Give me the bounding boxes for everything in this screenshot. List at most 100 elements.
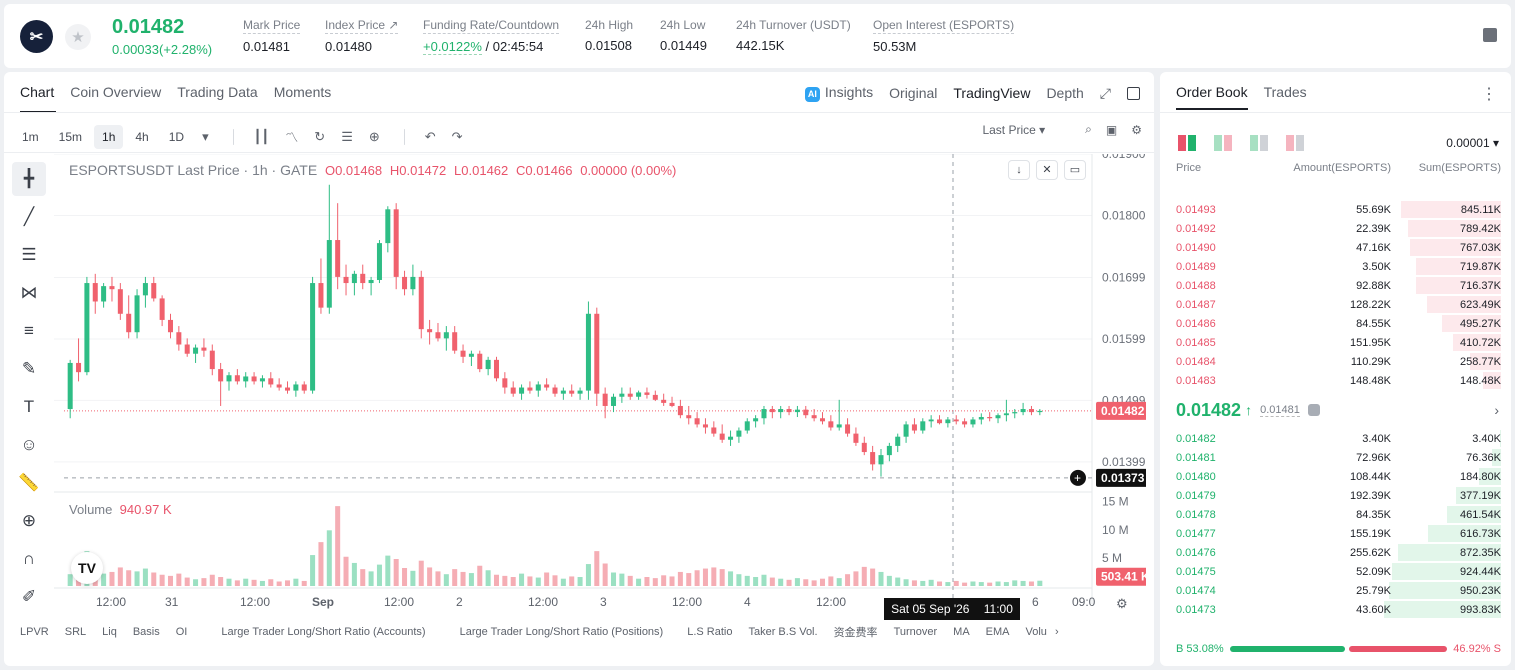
- crosshair-icon[interactable]: ╋: [12, 162, 46, 196]
- depth-bar: [1500, 430, 1501, 447]
- fullscreen-icon[interactable]: [1127, 86, 1140, 100]
- bid-row[interactable]: 0.01477 155.19K 616.73K: [1160, 524, 1511, 543]
- replay-icon[interactable]: ↻: [314, 128, 326, 144]
- text-tool-icon[interactable]: T: [23, 397, 35, 416]
- redo-icon[interactable]: ↷: [451, 128, 463, 144]
- book-icon[interactable]: [1483, 28, 1497, 42]
- chevron-right-icon[interactable]: ›: [1494, 402, 1499, 418]
- ask-sum: 258.77K: [1460, 356, 1501, 368]
- tick-size-select[interactable]: 0.00001 ▾: [1446, 136, 1499, 150]
- magnet-icon[interactable]: ∩: [22, 549, 36, 568]
- indicator-ltlsr-positions[interactable]: Large Trader Long/Short Ratio (Positions…: [459, 626, 664, 638]
- mid-mark-price[interactable]: 0.01481: [1260, 403, 1300, 417]
- interval-1h[interactable]: 1h: [94, 124, 124, 149]
- zoom-in-icon[interactable]: ⊕: [21, 511, 37, 530]
- tab-original[interactable]: Original: [889, 85, 938, 101]
- insights-button[interactable]: AI Insights: [804, 84, 873, 102]
- view-asks-icon[interactable]: [1286, 135, 1304, 151]
- candle-type-icon[interactable]: ┃┃: [253, 128, 270, 144]
- indicator-ls-ratio[interactable]: L.S Ratio: [687, 626, 733, 638]
- ask-row[interactable]: 0.01488 92.88K 716.37K: [1160, 276, 1511, 295]
- templates-icon[interactable]: ☰: [341, 128, 353, 144]
- fib-icon[interactable]: ≡: [24, 321, 34, 340]
- ask-row[interactable]: 0.01486 84.55K 495.27K: [1160, 314, 1511, 333]
- tab-moments[interactable]: Moments: [273, 84, 332, 100]
- indicator-oi[interactable]: OI: [175, 626, 188, 638]
- ask-row[interactable]: 0.01484 110.29K 258.77K: [1160, 352, 1511, 371]
- search-icon[interactable]: ⌕: [1085, 122, 1092, 136]
- indicator-srl[interactable]: SRL: [64, 626, 87, 638]
- indicator-lpvr[interactable]: LPVR: [20, 626, 49, 638]
- view-both-icon[interactable]: [1178, 135, 1196, 151]
- interval-1m[interactable]: 1m: [22, 129, 39, 144]
- bid-row[interactable]: 0.01482 3.40K 3.40K: [1160, 429, 1511, 448]
- indicator-basis[interactable]: Basis: [132, 626, 160, 638]
- horizontal-lines-icon[interactable]: ☰: [21, 245, 37, 264]
- emoji-icon[interactable]: ☺: [20, 435, 38, 454]
- tradingview-logo[interactable]: TV: [71, 552, 103, 584]
- tab-tradingview[interactable]: TradingView: [953, 85, 1031, 101]
- trendline-icon[interactable]: ╱: [23, 207, 35, 226]
- ruler-icon[interactable]: 📏: [18, 473, 40, 492]
- bid-row[interactable]: 0.01479 192.39K 377.19K: [1160, 486, 1511, 505]
- brush-icon[interactable]: ✎: [21, 359, 37, 378]
- view-mixed-icon[interactable]: [1214, 135, 1232, 151]
- tab-trading-data[interactable]: Trading Data: [177, 84, 258, 100]
- interval-15m[interactable]: 15m: [58, 129, 83, 144]
- ask-row[interactable]: 0.01483 148.48K 148.48K: [1160, 371, 1511, 390]
- bid-row[interactable]: 0.01478 84.35K 461.54K: [1160, 505, 1511, 524]
- ask-row[interactable]: 0.01485 151.95K 410.72K: [1160, 333, 1511, 352]
- candlestick-chart[interactable]: 0.019000.018000.016990.015990.014990.013…: [54, 154, 1146, 624]
- expand-icon[interactable]: ⤢: [1099, 84, 1111, 101]
- indicator-volume[interactable]: Volu: [1025, 626, 1047, 638]
- indicators-icon[interactable]: 〽: [285, 130, 299, 145]
- bid-row[interactable]: 0.01476 255.62K 872.35K: [1160, 543, 1511, 562]
- view-bids-icon[interactable]: [1250, 135, 1268, 151]
- indicator-taker-bs-vol[interactable]: Taker B.S Vol.: [748, 626, 818, 638]
- maximize-pane-icon[interactable]: ▭: [1064, 160, 1086, 180]
- ask-row[interactable]: 0.01487 128.22K 623.49K: [1160, 295, 1511, 314]
- volume-bar: [126, 570, 132, 586]
- indicator-funding-rate[interactable]: 资金费率: [833, 627, 878, 639]
- add-alert-icon[interactable]: ⊕: [368, 128, 380, 144]
- price-type-select[interactable]: Last Price ▾: [982, 122, 1046, 137]
- collapse-down-icon[interactable]: ↓: [1008, 160, 1030, 180]
- indicator-turnover[interactable]: Turnover: [893, 626, 938, 638]
- ask-row[interactable]: 0.01490 47.16K 767.03K: [1160, 238, 1511, 257]
- scroll-right-icon[interactable]: ›: [1054, 626, 1059, 638]
- bid-row[interactable]: 0.01473 43.60K 993.83K: [1160, 600, 1511, 619]
- bid-row[interactable]: 0.01474 25.79K 950.23K: [1160, 581, 1511, 600]
- bid-row[interactable]: 0.01475 52.09K 924.44K: [1160, 562, 1511, 581]
- indicator-ema[interactable]: EMA: [985, 626, 1010, 638]
- funding-rate-value[interactable]: +0.0122%: [423, 39, 482, 55]
- tab-trades[interactable]: Trades: [1263, 84, 1307, 100]
- tab-depth[interactable]: Depth: [1046, 85, 1084, 101]
- settings-gear-icon[interactable]: ⚙: [1131, 122, 1142, 137]
- stat-mark-price: Mark Price 0.01481: [243, 18, 301, 54]
- collapse-icon[interactable]: ✕: [1036, 160, 1058, 180]
- ask-row[interactable]: 0.01492 22.39K 789.42K: [1160, 219, 1511, 238]
- indicator-ltlsr-accounts[interactable]: Large Trader Long/Short Ratio (Accounts): [221, 626, 426, 638]
- interval-dropdown-icon[interactable]: ▾: [202, 128, 209, 144]
- ask-row[interactable]: 0.01489 3.50K 719.87K: [1160, 257, 1511, 276]
- tab-chart[interactable]: Chart: [20, 84, 55, 100]
- indicator-ma[interactable]: MA: [953, 626, 970, 638]
- pattern-icon[interactable]: ⋈: [20, 283, 38, 302]
- time-tick-label: 3: [600, 595, 607, 609]
- camera-icon[interactable]: ▣: [1105, 122, 1118, 137]
- interval-1d[interactable]: 1D: [168, 129, 185, 144]
- depth-bar: [1389, 582, 1501, 599]
- undo-icon[interactable]: ↶: [424, 128, 436, 144]
- indicator-liq[interactable]: Liq: [102, 626, 117, 638]
- interval-4h[interactable]: 4h: [135, 129, 149, 144]
- volume-legend: Volume 940.97 K: [69, 502, 172, 517]
- lock-draw-icon[interactable]: ✐: [21, 587, 37, 606]
- more-menu-icon[interactable]: ⋮: [1481, 86, 1497, 103]
- bid-row[interactable]: 0.01480 108.44K 184.80K: [1160, 467, 1511, 486]
- bid-row[interactable]: 0.01481 72.96K 76.36K: [1160, 448, 1511, 467]
- price-tick-label: 0.01599: [1102, 332, 1146, 346]
- tab-coin-overview[interactable]: Coin Overview: [70, 84, 162, 100]
- favorite-star-icon[interactable]: ★: [65, 24, 91, 50]
- ask-row[interactable]: 0.01493 55.69K 845.11K: [1160, 200, 1511, 219]
- tab-order-book[interactable]: Order Book: [1176, 84, 1248, 110]
